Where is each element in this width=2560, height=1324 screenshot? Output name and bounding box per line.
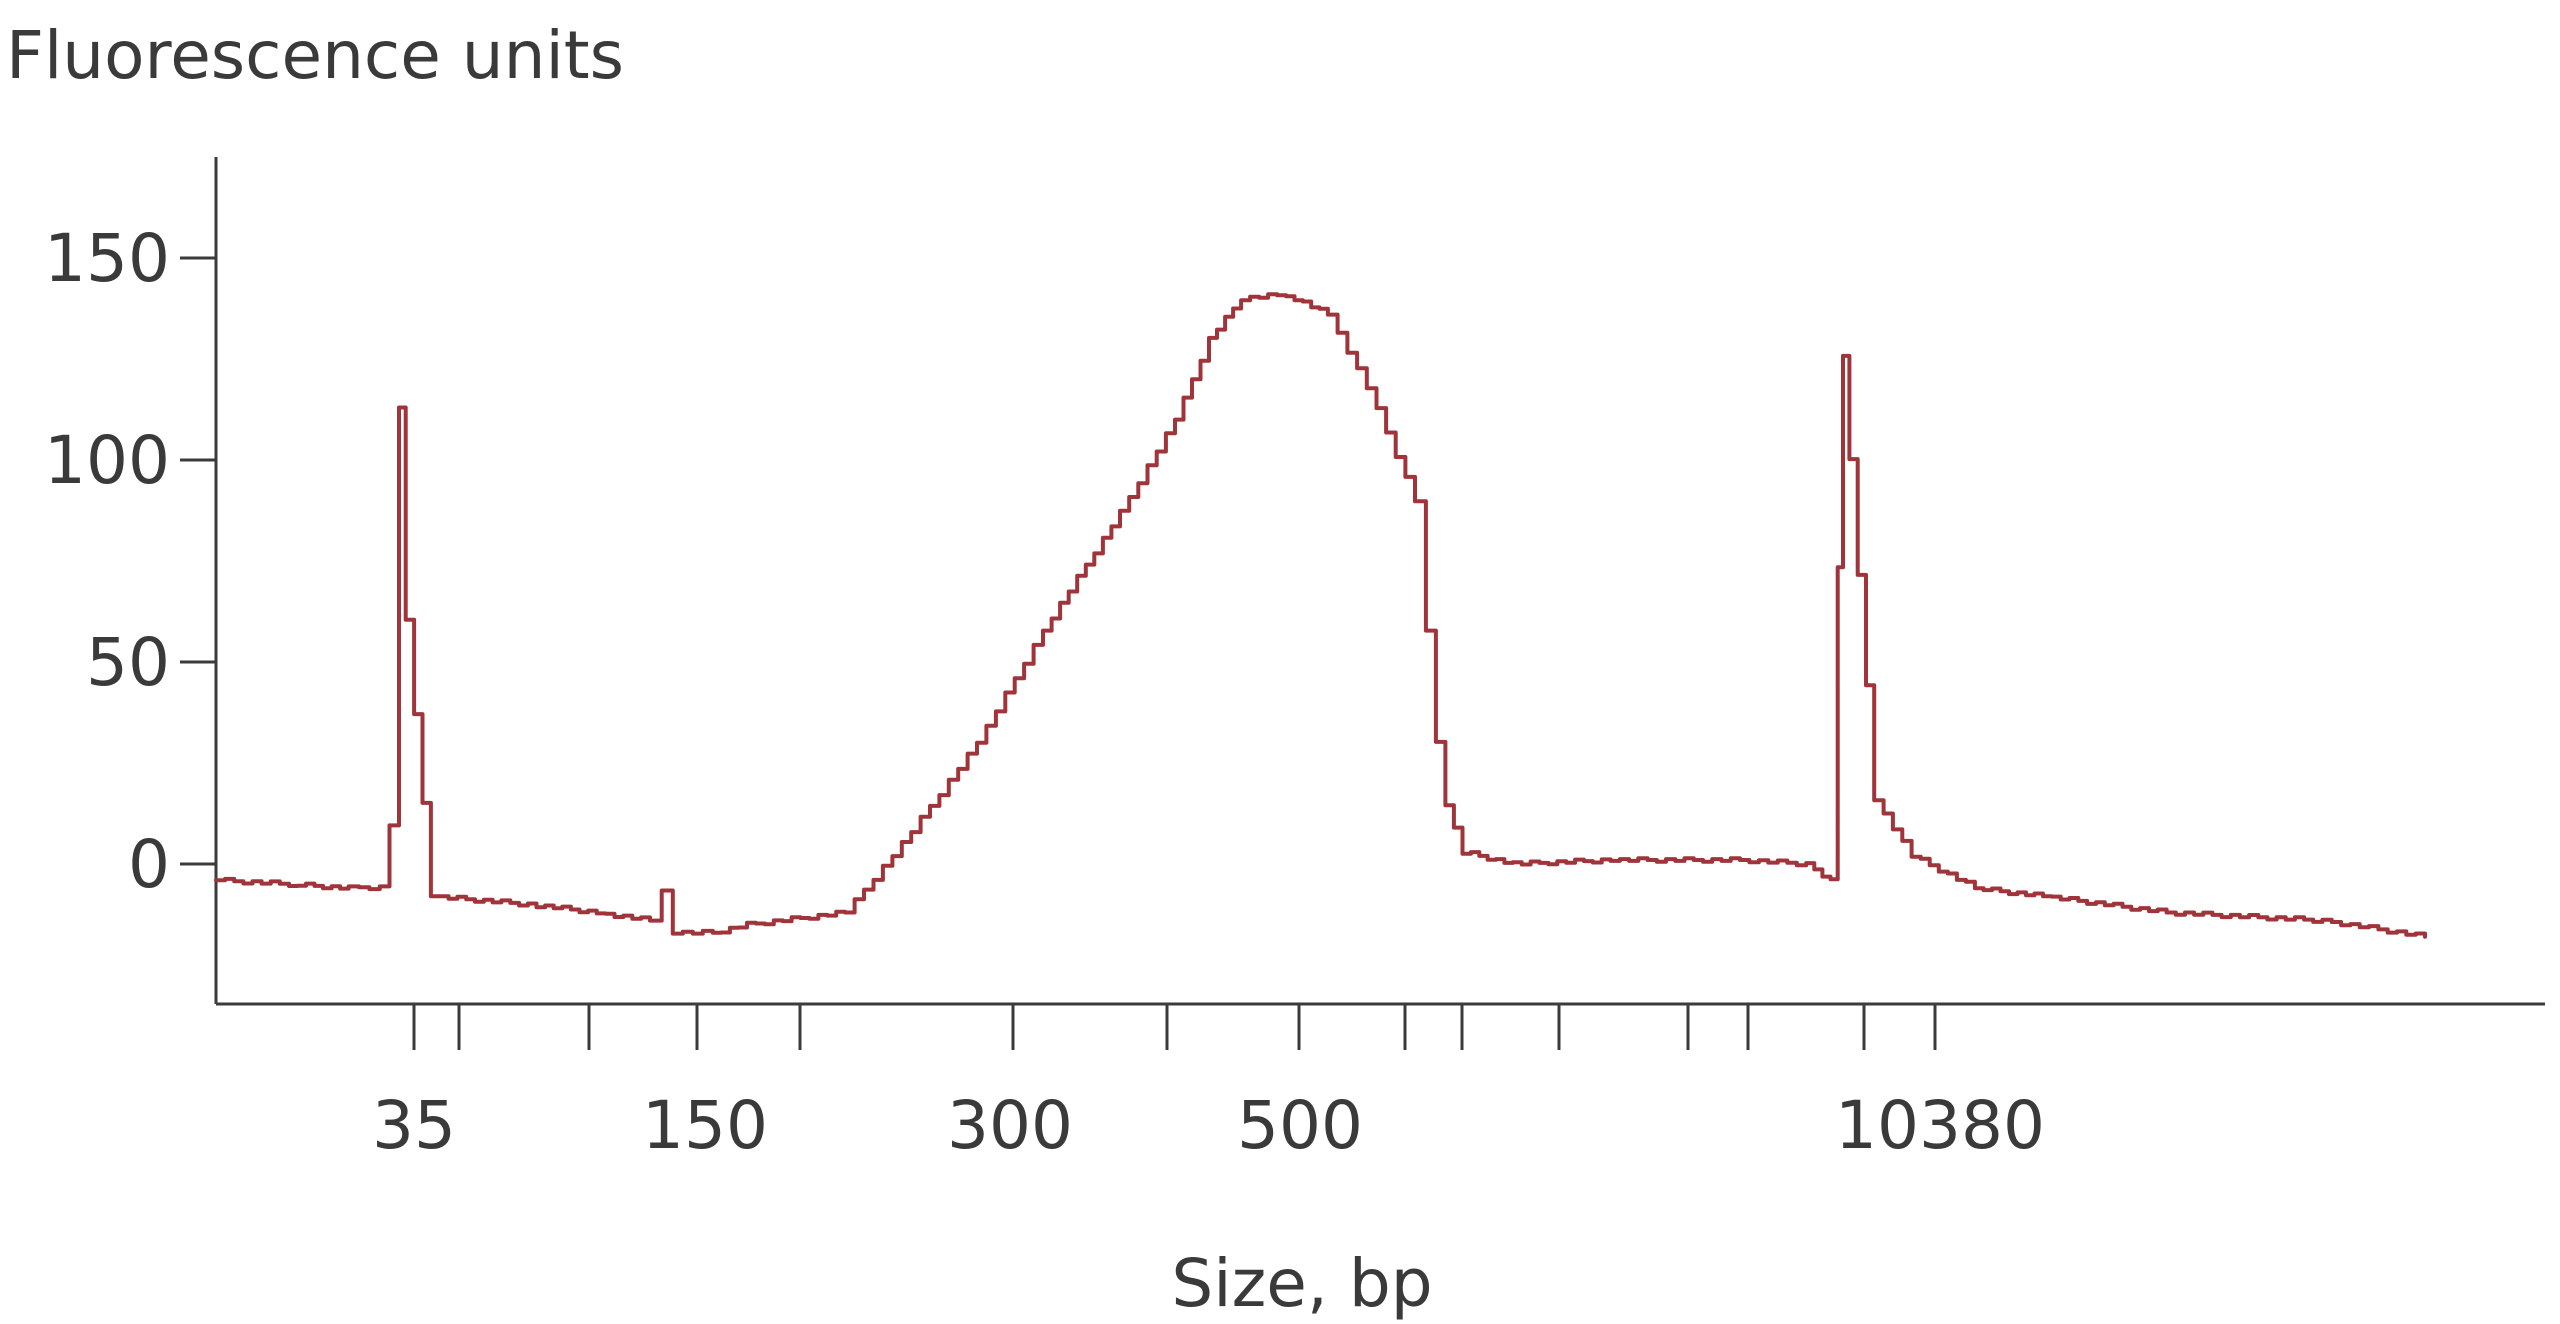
x-axis-title: Size, bp bbox=[1171, 1245, 1432, 1322]
x-ticks bbox=[414, 1004, 1935, 1050]
x-tick-label-150: 150 bbox=[642, 1087, 768, 1164]
y-tick-label-150: 150 bbox=[44, 220, 170, 297]
x-tick-label-10380: 10380 bbox=[1835, 1087, 2045, 1164]
y-ticks: 0 50 100 150 bbox=[44, 220, 216, 903]
y-tick-label-50: 50 bbox=[86, 624, 170, 701]
x-tick-labels: 35 150 300 500 10380 bbox=[372, 1087, 2045, 1164]
x-tick-label-35: 35 bbox=[372, 1087, 456, 1164]
fluorescence-trace-0 bbox=[216, 294, 2425, 937]
y-axis-title: Fluorescence units bbox=[6, 17, 624, 94]
y-tick-label-0: 0 bbox=[128, 826, 170, 903]
y-tick-label-100: 100 bbox=[44, 422, 170, 499]
x-tick-label-500: 500 bbox=[1237, 1087, 1363, 1164]
series-layer bbox=[216, 294, 2425, 937]
x-tick-label-300: 300 bbox=[947, 1087, 1073, 1164]
